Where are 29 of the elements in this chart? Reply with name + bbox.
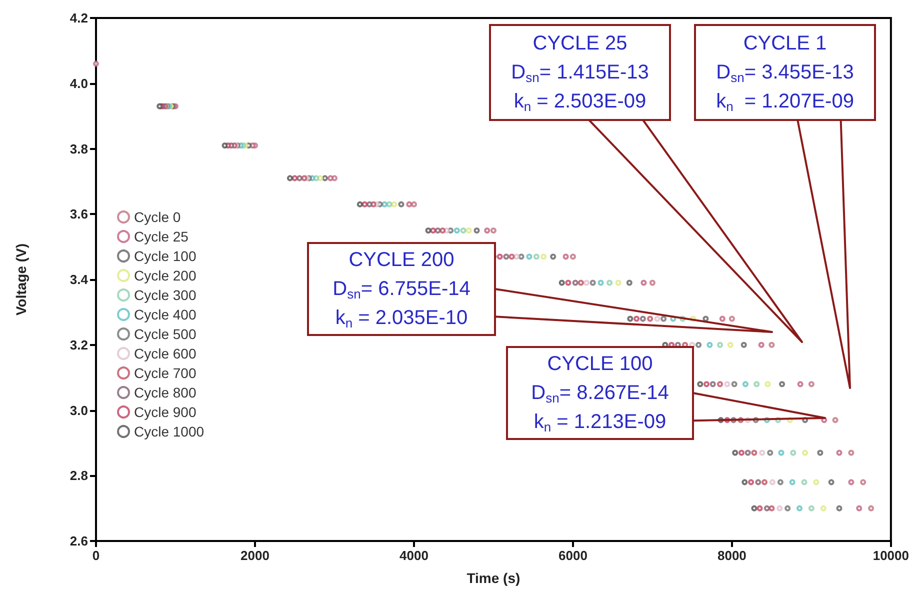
- y-tick-label: 3.8: [70, 141, 88, 156]
- y-tick-label: 4.2: [70, 10, 88, 26]
- y-tick-label: 3.4: [70, 272, 89, 287]
- legend-label: Cycle 0: [134, 209, 181, 225]
- x-tick-label: 0: [92, 548, 100, 563]
- y-tick-label: 3.0: [70, 402, 88, 418]
- legend-label: Cycle 700: [134, 365, 196, 381]
- x-tick-label: 10000: [872, 548, 910, 563]
- legend-label: Cycle 500: [134, 326, 196, 342]
- x-tick-label: 4000: [400, 548, 428, 563]
- legend-label: Cycle 600: [134, 346, 196, 362]
- legend-label: Cycle 900: [134, 404, 196, 420]
- x-axis-title: Time (s): [466, 570, 520, 586]
- legend-label: Cycle 1000: [134, 424, 204, 440]
- legend-label: Cycle 300: [134, 287, 196, 303]
- y-tick-label: 4.0: [70, 76, 88, 91]
- legend-label: Cycle 400: [134, 306, 196, 322]
- y-tick-label: 2.6: [70, 534, 88, 548]
- y-axis-title: Voltage (V): [13, 243, 29, 316]
- x-tick-label: 6000: [558, 548, 588, 563]
- legend-label: Cycle 200: [134, 268, 196, 284]
- x-tick-label: 8000: [717, 548, 746, 563]
- x-tick-label: 2000: [240, 548, 270, 563]
- y-tick-label: 3.2: [70, 337, 88, 352]
- legend-label: Cycle 25: [134, 228, 189, 244]
- y-tick-label: 2.8: [70, 468, 88, 484]
- legend-label: Cycle 800: [134, 384, 196, 400]
- y-tick-label: 3.6: [70, 206, 88, 222]
- legend-label: Cycle 100: [134, 248, 196, 264]
